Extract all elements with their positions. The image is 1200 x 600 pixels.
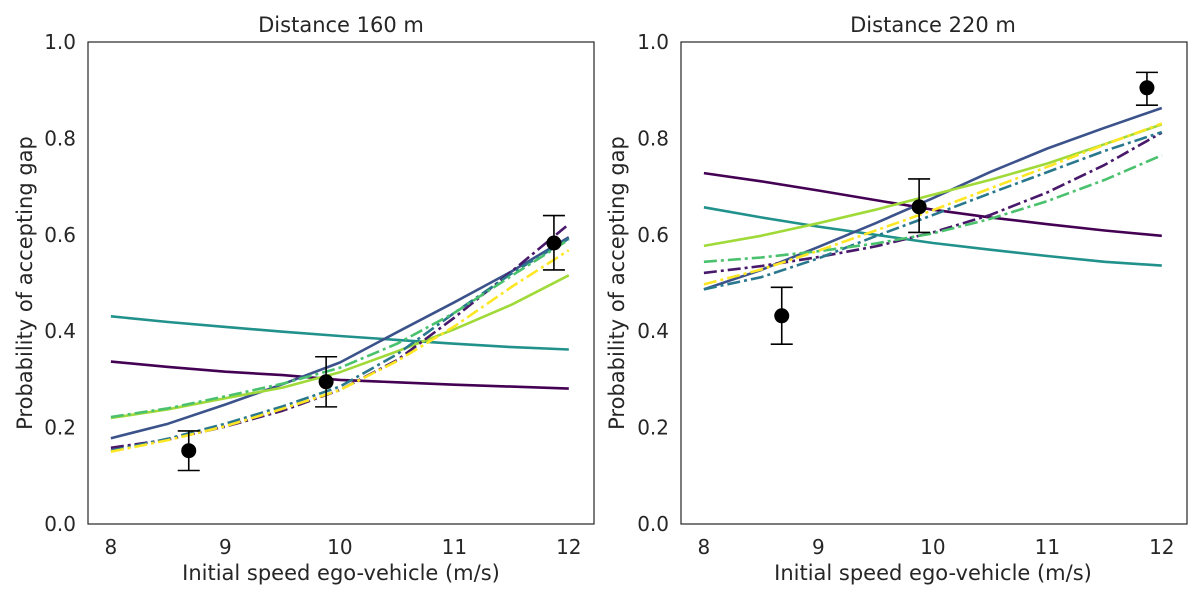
observed-point — [911, 199, 927, 215]
x-axis-label: Initial speed ego-vehicle (m/s) — [774, 561, 1092, 585]
y-tick-label: 1.0 — [44, 30, 76, 54]
series-line-1 — [703, 171, 1162, 238]
observed-point-with-error-bar — [315, 355, 338, 408]
y-tick-label: 0.8 — [44, 126, 76, 150]
panel-title: Distance 160 m — [258, 13, 424, 37]
series-line-3 — [110, 236, 570, 440]
observed-point-with-error-bar — [542, 214, 565, 271]
x-tick-label: 10 — [327, 535, 352, 559]
x-tick-label: 8 — [105, 535, 118, 559]
x-tick-label: 12 — [556, 535, 581, 559]
series-line-1 — [110, 360, 569, 390]
y-axis-label: Probability of accepting gap — [13, 136, 37, 430]
panel-distance-220: Distance 220 m Initial speed ego-vehicle… — [605, 13, 1188, 585]
panel-title: Distance 220 m — [850, 13, 1016, 37]
x-axis-label: Initial speed ego-vehicle (m/s) — [182, 561, 500, 585]
y-tick-label: 0.2 — [637, 416, 669, 440]
x-tick-label: 9 — [812, 535, 825, 559]
y-tick-label: 0.4 — [637, 319, 669, 343]
series-line-8 — [110, 249, 570, 453]
series-line-2 — [110, 315, 569, 351]
observed-point — [774, 308, 790, 324]
observed-point — [181, 443, 197, 459]
observed-point-with-error-bar — [177, 430, 200, 472]
series-line-6 — [110, 237, 570, 452]
x-tick-label: 9 — [219, 535, 232, 559]
x-tick-label: 8 — [698, 535, 711, 559]
observed-point — [546, 235, 562, 251]
x-tick-label: 10 — [920, 535, 945, 559]
y-tick-label: 0.6 — [44, 223, 76, 247]
x-tick-label: 11 — [442, 535, 467, 559]
y-tick-label: 0.2 — [44, 416, 76, 440]
y-tick-label: 1.0 — [637, 30, 669, 54]
series-line-6 — [703, 130, 1163, 291]
series-line-2 — [703, 206, 1162, 267]
y-tick-label: 0.8 — [637, 126, 669, 150]
series-line-4 — [703, 123, 1163, 248]
x-tick-label: 12 — [1149, 535, 1174, 559]
y-tick-label: 0.0 — [44, 512, 76, 536]
plot-frame — [87, 41, 595, 525]
observed-point — [318, 374, 334, 390]
observed-point — [1139, 80, 1155, 96]
series-line-8 — [703, 122, 1163, 286]
series-line-3 — [703, 106, 1163, 291]
observed-point-with-error-bar — [908, 178, 931, 234]
series-line-5 — [703, 131, 1163, 275]
y-tick-label: 0.6 — [637, 223, 669, 247]
plot-frame — [680, 41, 1188, 525]
panel-distance-160: Distance 160 m Initial speed ego-vehicle… — [13, 13, 595, 585]
y-tick-label: 0.4 — [44, 319, 76, 343]
y-tick-label: 0.0 — [637, 512, 669, 536]
observed-point-with-error-bar — [770, 286, 793, 346]
y-axis-label: Probability of accepting gap — [605, 136, 629, 430]
series-line-7 — [703, 154, 1163, 264]
observed-point-with-error-bar — [1135, 71, 1158, 106]
series-line-7 — [110, 238, 570, 419]
x-tick-label: 11 — [1035, 535, 1060, 559]
